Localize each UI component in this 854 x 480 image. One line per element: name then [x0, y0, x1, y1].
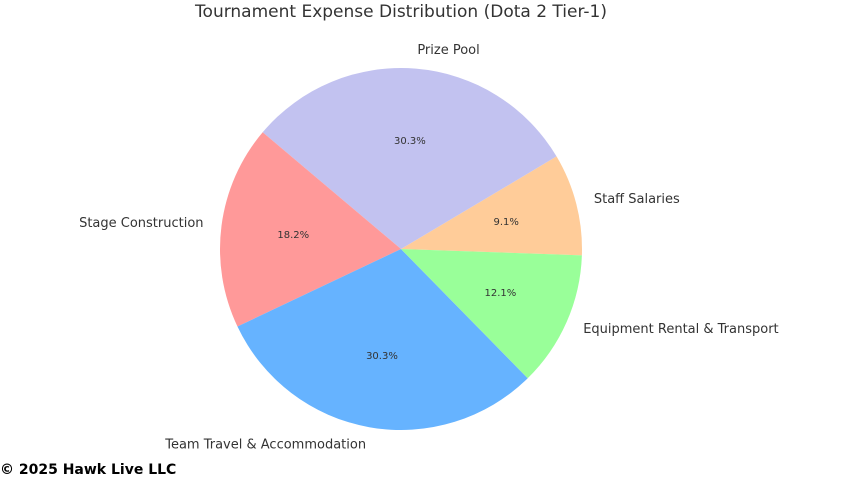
pie-slice — [262, 68, 557, 249]
value-label: 9.1% — [493, 217, 518, 228]
slice-label: Prize Pool — [417, 43, 479, 58]
value-label: 18.2% — [277, 230, 309, 241]
slice-label: Staff Salaries — [594, 192, 680, 207]
value-label: 12.1% — [484, 288, 516, 299]
value-label: 30.3% — [394, 136, 426, 147]
pie-slice — [401, 249, 582, 379]
slice-label: Equipment Rental & Transport — [583, 322, 778, 337]
value-label: 30.3% — [366, 351, 398, 362]
slice-label: Stage Construction — [79, 216, 203, 231]
slice-label: Team Travel & Accommodation — [164, 438, 366, 453]
pie-slice — [401, 156, 582, 256]
footer: © 2025 Hawk Live LLC — [0, 462, 176, 478]
pie-slice — [220, 132, 401, 327]
pie-slice — [237, 249, 528, 431]
chart-title: Tournament Expense Distribution (Dota 2 … — [194, 2, 607, 22]
